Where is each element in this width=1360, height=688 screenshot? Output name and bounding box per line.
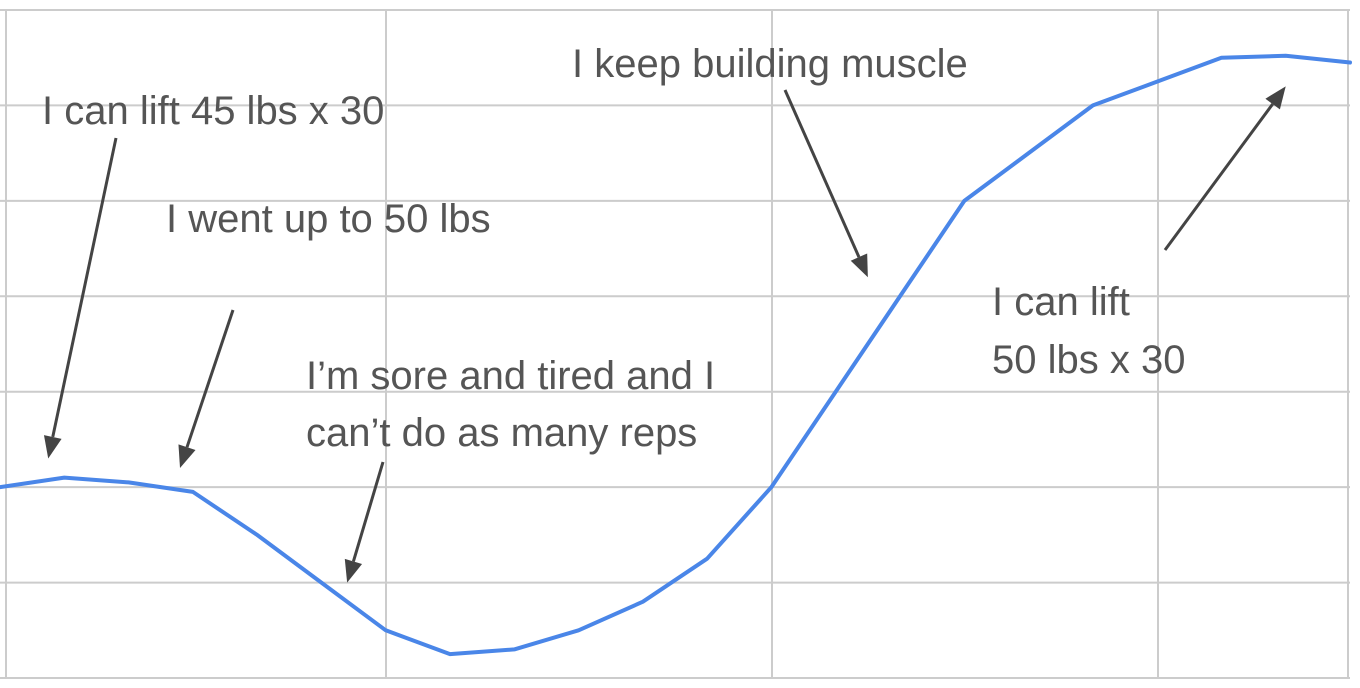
- annotation-line: I’m sore and tired and I: [306, 354, 715, 398]
- annotation-building-muscle-text: I keep building muscle: [572, 42, 968, 86]
- annotation-line: I keep building muscle: [572, 42, 968, 86]
- annotation-arrow: [783, 89, 868, 278]
- series-line: [0, 53, 1352, 657]
- chart-series: [0, 53, 1352, 657]
- annotation-sore-tired-text: I’m sore and tired and I can’t do as man…: [306, 354, 726, 455]
- annotation-arrow: [1163, 86, 1286, 251]
- annotation-lift-50-text: I can lift 50 lbs x 30: [992, 280, 1185, 382]
- annotation-line: I can lift: [992, 280, 1130, 324]
- annotation-up-50-text: I went up to 50 lbs: [166, 197, 491, 241]
- arrow-shaft: [783, 89, 861, 258]
- annotation-arrow: [344, 461, 385, 583]
- arrow-shaft: [351, 461, 385, 562]
- chart-arrows: [43, 86, 1286, 583]
- arrow-head: [43, 435, 62, 459]
- arrow-shaft: [185, 309, 235, 448]
- arrow-head: [850, 253, 868, 278]
- arrow-head: [1265, 86, 1286, 110]
- annotation-line: can’t do as many reps: [306, 411, 697, 455]
- chart-grid: [0, 9, 1350, 679]
- annotation-lift-45-text: I can lift 45 lbs x 30: [42, 89, 384, 133]
- arrow-shaft: [51, 137, 118, 438]
- arrow-shaft: [1163, 103, 1274, 251]
- annotation-line: 50 lbs x 30: [992, 338, 1185, 382]
- annotation-arrow: [178, 309, 235, 469]
- arrow-head: [344, 558, 363, 583]
- arrow-head: [178, 444, 196, 469]
- annotation-line: I went up to 50 lbs: [166, 197, 491, 241]
- annotation-line: I can lift 45 lbs x 30: [42, 89, 384, 133]
- annotation-arrow: [43, 137, 118, 459]
- chart-annotations: I can lift 45 lbs x 30 I went up to 50 l…: [42, 42, 1185, 455]
